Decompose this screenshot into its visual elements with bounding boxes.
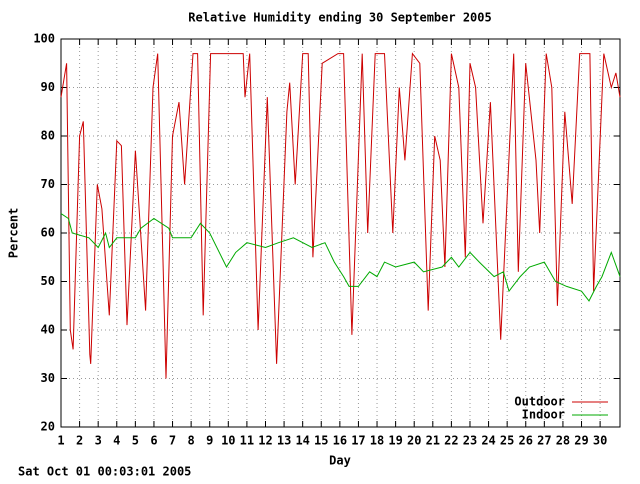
y-tick-label: 50	[41, 274, 55, 288]
y-tick-label: 80	[41, 129, 55, 143]
x-tick-label: 17	[351, 434, 365, 448]
x-tick-label: 21	[426, 434, 440, 448]
x-tick-label: 22	[444, 434, 458, 448]
y-tick-label: 90	[41, 80, 55, 94]
legend-label: Indoor	[522, 408, 565, 422]
x-tick-label: 23	[463, 434, 477, 448]
y-tick-label: 40	[41, 323, 55, 337]
x-tick-label: 9	[206, 434, 213, 448]
x-tick-label: 4	[113, 434, 120, 448]
y-tick-label: 60	[41, 226, 55, 240]
data-line	[60, 52, 621, 379]
legend-label: Outdoor	[514, 395, 565, 409]
x-tick-label: 5	[132, 434, 139, 448]
y-tick-label: 20	[41, 420, 55, 434]
chart-title: Relative Humidity ending 30 September 20…	[188, 11, 491, 25]
x-tick-label: 11	[240, 434, 254, 448]
y-axis-label: Percent	[7, 208, 21, 259]
x-tick-label: 29	[574, 434, 588, 448]
x-tick-label: 6	[150, 434, 157, 448]
plot-frame	[60, 38, 621, 428]
x-tick-label: 8	[188, 434, 195, 448]
x-tick-label: 1	[57, 434, 64, 448]
x-tick-label: 19	[388, 434, 402, 448]
x-tick-label: 27	[537, 434, 551, 448]
x-tick-label: 2	[76, 434, 83, 448]
x-tick-label: 15	[314, 434, 328, 448]
x-tick-label: 14	[295, 434, 309, 448]
x-tick-label: 18	[370, 434, 384, 448]
x-tick-label: 3	[95, 434, 102, 448]
y-tick-label: 100	[33, 32, 55, 46]
x-tick-label: 24	[481, 434, 495, 448]
y-tick-label: 30	[41, 371, 55, 385]
x-tick-label: 28	[556, 434, 570, 448]
x-axis-label: Day	[329, 454, 351, 468]
x-tick-label: 20	[407, 434, 421, 448]
x-tick-label: 26	[519, 434, 533, 448]
x-tick-label: 12	[258, 434, 272, 448]
x-tick-label: 7	[169, 434, 176, 448]
data-line	[60, 213, 621, 302]
x-tick-label: 30	[593, 434, 607, 448]
footer: Sat Oct 01 00:03:01 2005	[18, 465, 191, 479]
x-tick-label: 13	[277, 434, 291, 448]
x-tick-label: 10	[221, 434, 235, 448]
x-tick-label: 25	[500, 434, 514, 448]
x-tick-label: 16	[333, 434, 347, 448]
y-tick-label: 70	[41, 177, 55, 191]
